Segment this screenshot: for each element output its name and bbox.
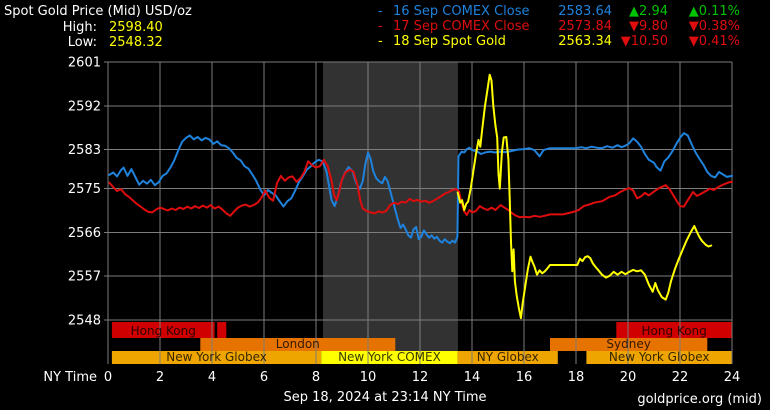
chart-timestamp: Sep 18, 2024 at 23:14 NY Time [283, 390, 487, 405]
session-bar-new-york [321, 351, 458, 364]
session-bar-new-york [111, 351, 322, 364]
y-tick-label-2575: 2575 [68, 182, 101, 197]
x-tick-label-0: 0 [104, 370, 112, 385]
y-tick-label-2566: 2566 [68, 226, 101, 241]
legend-value: 2583.64 [558, 4, 612, 19]
high-label: High: [62, 20, 97, 35]
x-tick-label-12: 12 [412, 370, 429, 385]
legend-change: ▼10.50 [620, 34, 668, 49]
x-tick-label-4: 4 [208, 370, 216, 385]
x-tick-label-18: 18 [568, 370, 585, 385]
y-tick-label-2601: 2601 [68, 56, 101, 71]
legend-row-18-sep-spot-gold: - 18 Sep Spot Gold 2563.34 ▼10.50 ▼0.41% [0, 34, 770, 49]
legend-percent: ▼0.38% [688, 19, 740, 34]
x-tick-label-8: 8 [312, 370, 320, 385]
session-bar-london-sydney [550, 338, 708, 351]
session-bar-hong-kong [111, 322, 215, 338]
x-tick-label-10: 10 [360, 370, 377, 385]
legend-percent: ▲0.11% [688, 4, 740, 19]
low-label: Low: [67, 35, 97, 50]
legend-value: 2563.34 [558, 34, 612, 49]
x-tick-label-20: 20 [620, 370, 637, 385]
x-tick-label-6: 6 [260, 370, 268, 385]
x-tick-label-16: 16 [516, 370, 533, 385]
session-label: London [276, 337, 320, 351]
x-tick-label-14: 14 [464, 370, 481, 385]
legend-series-label: 18 Sep Spot Gold [393, 34, 506, 49]
x-axis-label: NY Time [43, 370, 97, 385]
legend-series-label: 16 Sep COMEX Close [393, 4, 530, 19]
page-title: Spot Gold Price (Mid) USD/oz [4, 4, 192, 19]
y-tick-label-2548: 2548 [68, 314, 101, 329]
x-tick-label-22: 22 [672, 370, 689, 385]
session-bar-hong-kong [616, 322, 732, 338]
legend-row-16-sep-comex-close: - 16 Sep COMEX Close 2583.64 ▲2.94 ▲0.11… [0, 4, 770, 19]
legend-series-label: 17 Sep COMEX Close [393, 19, 530, 34]
legend-dash: - [378, 4, 383, 19]
legend-row-17-sep-comex-close: - 17 Sep COMEX Close 2573.84 ▼9.80 ▼0.38… [0, 19, 770, 34]
y-tick-label-2557: 2557 [68, 270, 101, 285]
session-bar-hong-kong [217, 322, 227, 338]
legend-percent: ▼0.41% [688, 34, 740, 49]
x-tick-label-2: 2 [156, 370, 164, 385]
legend-change: ▲2.94 [629, 4, 668, 19]
session-bar-new-york [457, 351, 558, 364]
source-attribution: goldprice.org (mid) [637, 392, 762, 407]
session-label: New York Globex [609, 350, 710, 364]
low-value: 2548.32 [109, 35, 163, 50]
y-tick-label-2583: 2583 [68, 143, 101, 158]
session-bar-london-sydney [200, 338, 396, 351]
legend-change: ▼9.80 [629, 19, 668, 34]
legend-value: 2573.84 [558, 19, 612, 34]
session-label: Sydney [606, 337, 650, 351]
session-label: Hong Kong [131, 324, 196, 338]
y-tick-label-2592: 2592 [68, 99, 101, 114]
session-label: New York COMEX [338, 350, 441, 364]
x-tick-label-24: 24 [724, 370, 741, 385]
session-label: New York Globex [166, 350, 267, 364]
session-label: NY Globex [477, 350, 539, 364]
legend-dash: - [378, 34, 383, 49]
series-line-18-sep-spot-gold [456, 73, 713, 320]
comex-session-shading [323, 62, 458, 364]
session-label: Hong Kong [642, 324, 707, 338]
series-line-16-sep-comex-close [108, 132, 733, 245]
legend-dash: - [378, 19, 383, 34]
series-line-17-sep-comex-close [108, 158, 733, 219]
high-value: 2598.40 [109, 20, 163, 35]
session-bar-new-york [586, 351, 732, 364]
